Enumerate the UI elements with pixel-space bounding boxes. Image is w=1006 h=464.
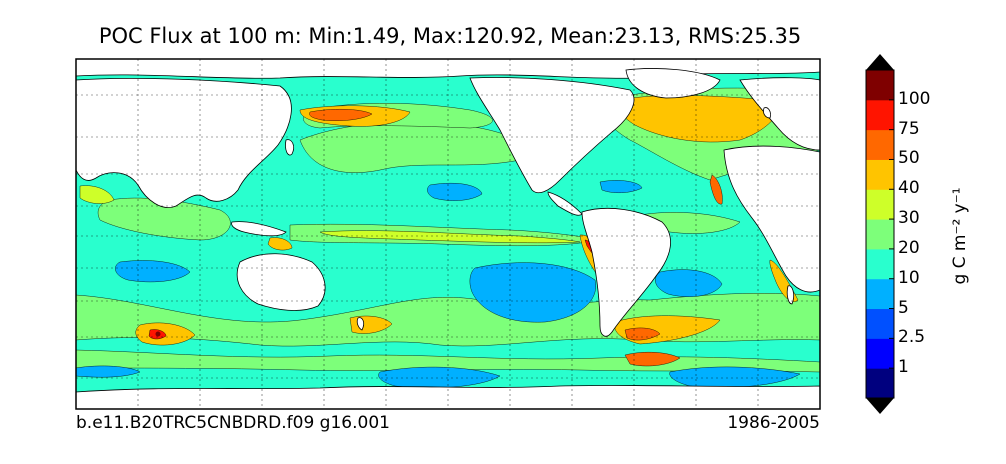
equatorial-band-30-40 [319, 230, 581, 244]
eurasia-east [76, 77, 292, 208]
colorbar-tick-label: 50 [898, 148, 920, 169]
colorbar-bin [866, 308, 894, 339]
colorbar-bin [866, 219, 894, 250]
colorbar-bin [866, 99, 894, 131]
map-title: POC Flux at 100 m: Min:1.49, Max:120.92,… [98, 24, 802, 48]
antarctic-5-10-b [669, 366, 801, 388]
colorbar-bin [866, 248, 894, 280]
japan [285, 139, 294, 156]
new-zealand [356, 317, 365, 331]
central-america [547, 191, 583, 216]
madagascar [786, 285, 795, 305]
colorbar-tick-label: 40 [898, 178, 920, 199]
antarctic-5-10-a [378, 366, 501, 389]
indonesia-40-50 [267, 237, 293, 251]
kerguelen-peak [155, 331, 161, 337]
colorbar-units: g C m⁻² y⁻¹ [950, 187, 970, 285]
north-pacific-gyre-5-10 [427, 182, 483, 201]
map-frame [75, 58, 821, 410]
south-atlantic-gyre-5-10 [655, 269, 723, 297]
colorbar-bin [866, 129, 894, 160]
graticule [76, 59, 820, 409]
date-range: 1986-2005 [727, 413, 820, 433]
colorbar-arrow-max [866, 54, 894, 70]
colorbar [865, 54, 895, 414]
colorbar-bin [866, 368, 894, 399]
australia [236, 253, 326, 311]
colorbar-tick-label: 5 [898, 297, 909, 318]
case-name: b.e11.B20TRC5CNBDRD.f09 g16.001 [76, 413, 390, 433]
antarctic-5-10-c [76, 365, 141, 378]
colorbar-frame [865, 69, 895, 399]
arabian-sea-30-40 [79, 185, 115, 204]
colorbar-bin [866, 189, 894, 220]
south-pacific-gyre-5-10 [469, 262, 596, 323]
africa [723, 145, 820, 293]
greenland [625, 68, 721, 99]
colorbar-bin [866, 70, 894, 101]
indonesia-islands [231, 221, 287, 237]
canary-upwelling-50-75 [709, 174, 723, 205]
north-america [469, 77, 635, 194]
uk [763, 107, 771, 119]
north-atlantic-40-50 [617, 95, 779, 143]
north-pacific-50-75 [309, 109, 373, 121]
land-masses [76, 59, 820, 409]
colorbar-tick-label: 20 [898, 237, 920, 258]
antarctic-peninsula-50-75 [624, 351, 681, 367]
colorbar-tick-label: 1 [898, 357, 909, 378]
colorbar-tick-label: 10 [898, 267, 920, 288]
south-indian-gyre-5-10 [115, 260, 191, 283]
europe [739, 77, 820, 151]
colorbar-arrow-min [866, 398, 894, 414]
south-america [581, 207, 671, 337]
antarctica [76, 385, 820, 409]
colorbar-tick-label: 100 [898, 88, 931, 109]
colorbar-bin [866, 159, 894, 190]
colorbar-tick-label: 30 [898, 208, 920, 229]
colorbar-tick-label: 75 [898, 118, 920, 139]
colorbar-bin [866, 338, 894, 369]
north-atlantic-gyre-5-10 [599, 180, 643, 193]
colorbar-bin [866, 278, 894, 310]
colorbar-tick-label: 2.5 [898, 327, 926, 348]
